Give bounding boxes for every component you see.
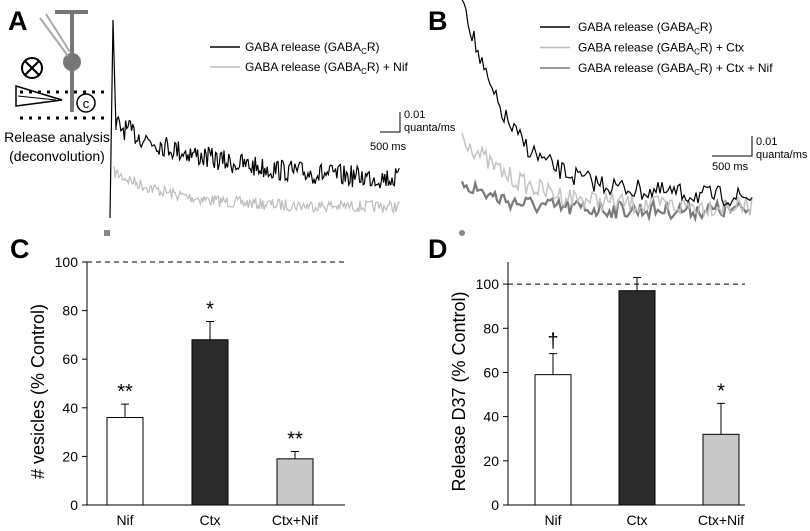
x-tick-label: Nif (544, 512, 561, 528)
error-bar (717, 402, 725, 435)
scale-bar (380, 112, 401, 133)
panel-label: A (8, 6, 28, 36)
legend-text: R) (700, 20, 713, 34)
legend-text: R) + Ctx (700, 41, 744, 55)
legend-text: C (694, 27, 700, 36)
y-tick-label: 100 (55, 254, 79, 270)
legend-label: GABA release (GABACR) + Nif (245, 60, 409, 76)
legend-label: GABA release (GABACR) + Ctx + Nif (578, 61, 773, 77)
bar (191, 339, 229, 506)
y-tick-label: 20 (62, 448, 78, 464)
legend-label: GABA release (GABACR) (578, 20, 713, 36)
trace (115, 115, 400, 189)
y-tick-label: 60 (62, 351, 78, 367)
scale-time: 500 ms (370, 141, 407, 153)
panel-label: D (428, 234, 448, 264)
legend-text: C (694, 48, 700, 57)
bar (276, 458, 314, 506)
x-tick-label: Ctx (200, 512, 221, 528)
trace (109, 19, 117, 219)
legend-text: C (361, 47, 367, 56)
y-axis-label: # vesicles (% Control) (28, 304, 48, 479)
y-tick-label: 80 (483, 320, 499, 336)
legend-text: R) + Nif (367, 60, 409, 74)
bar (534, 374, 572, 506)
legend-text: GABA release (GABA (245, 40, 361, 54)
y-tick-label: 80 (62, 303, 78, 319)
legend-label: GABA release (GABACR) + Ctx (578, 41, 744, 57)
error-bar (633, 276, 641, 291)
y-tick-label: 40 (483, 409, 499, 425)
scale-amplitude: 0.01 (756, 136, 777, 148)
legend-text: C (361, 67, 367, 76)
scale-unit: quanta/ms (404, 122, 456, 134)
legend-text: C (694, 68, 700, 77)
y-tick-label: 20 (483, 453, 499, 469)
trace (460, 178, 751, 223)
annotation: † (547, 331, 558, 353)
x-tick-label: Ctx (627, 512, 648, 528)
y-tick-label: 100 (476, 276, 500, 292)
error-bar (291, 451, 299, 459)
trace (461, 0, 753, 207)
bar (106, 417, 144, 506)
scale-time: 500 ms (712, 161, 749, 173)
y-tick-label: 60 (483, 364, 499, 380)
y-tick-label: 0 (491, 497, 499, 513)
annotation: * (717, 380, 725, 402)
error-bar (549, 353, 557, 375)
legend-text: GABA release (GABA (578, 41, 694, 55)
legend-label: GABA release (GABACR) (245, 40, 380, 56)
caption: (deconvolution) (9, 148, 105, 164)
scale-bar (712, 136, 753, 157)
x-tick-label: Ctx+Nif (272, 512, 318, 528)
error-bar (206, 321, 214, 340)
annotation: ** (287, 429, 303, 451)
caption: Release analysis (4, 129, 110, 145)
legend-text: R) (367, 40, 380, 54)
y-tick-label: 40 (62, 400, 78, 416)
annotation: * (206, 299, 214, 321)
panel-label: B (428, 6, 448, 36)
bar (618, 290, 656, 506)
trace (113, 165, 400, 215)
y-axis-label: Release D37 (% Control) (449, 291, 469, 491)
panel-label: C (10, 234, 30, 264)
bar (702, 433, 740, 506)
inset-icon: c (15, 10, 105, 120)
legend-text: R) + Ctx + Nif (700, 61, 773, 75)
scale-amplitude: 0.01 (404, 109, 425, 121)
legend-text: GABA release (GABA (578, 61, 694, 75)
marker (459, 230, 465, 236)
svg-text:c: c (83, 96, 90, 111)
y-tick-label: 0 (70, 497, 78, 513)
scale-unit: quanta/ms (756, 149, 808, 161)
x-tick-label: Ctx+Nif (698, 512, 744, 528)
trace (461, 132, 753, 219)
annotation: ** (117, 381, 133, 403)
legend-text: GABA release (GABA (578, 20, 694, 34)
legend-text: GABA release (GABA (245, 60, 361, 74)
x-tick-label: Nif (116, 512, 133, 528)
marker (104, 230, 110, 236)
error-bar (121, 403, 129, 418)
